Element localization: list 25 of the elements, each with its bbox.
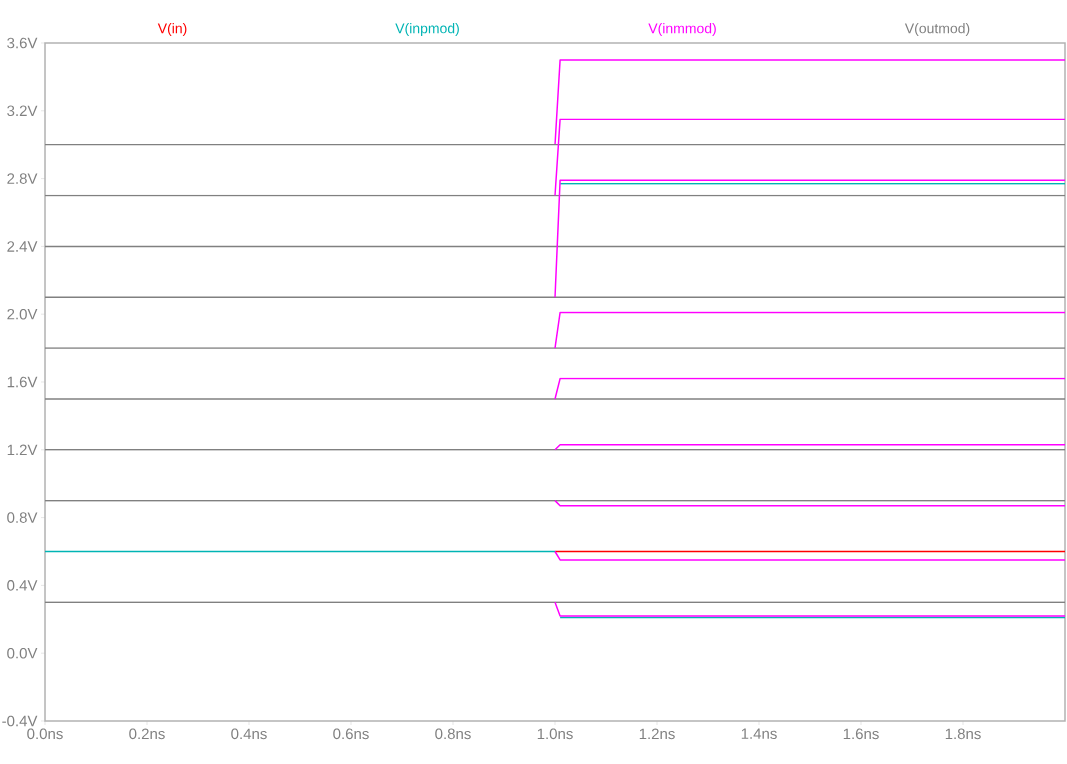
y-tick-label: 2.8V bbox=[7, 173, 38, 184]
x-tick-label: 0.2ns bbox=[129, 728, 165, 740]
y-tick-label: 1.6V bbox=[7, 376, 38, 388]
x-tick-label: 1.0ns bbox=[537, 728, 573, 740]
x-tick-label: 1.6ns bbox=[843, 728, 879, 740]
y-tick-label: 2.0V bbox=[7, 308, 38, 320]
series-label: V(inmmod) bbox=[648, 23, 716, 37]
x-tick-label: 0.6ns bbox=[333, 728, 369, 740]
y-tick-label: 3.6V bbox=[7, 37, 38, 49]
x-tick-label: 1.2ns bbox=[639, 728, 675, 740]
x-tick-label: 0.0ns bbox=[27, 728, 63, 740]
y-tick-label: 0.0V bbox=[7, 647, 38, 659]
text: V(in) bbox=[157, 23, 187, 37]
x-tick-label: 0.4ns bbox=[231, 728, 267, 740]
x-tick-label: 1.8ns bbox=[945, 728, 981, 740]
y-tick-label: 1.2V bbox=[7, 444, 38, 456]
y-tick-label: 2.4V bbox=[7, 241, 38, 252]
text: V(outmod) bbox=[904, 23, 970, 37]
y-tick-label: 3.2V bbox=[7, 105, 38, 117]
text: V(inpmod) bbox=[395, 23, 459, 37]
x-tick-label: 1.4ns bbox=[741, 728, 777, 739]
y-tick-label: 0.8V bbox=[7, 512, 38, 523]
y-tick-label: 0.4V bbox=[7, 580, 38, 591]
x-tick-label: 0.8ns bbox=[435, 728, 471, 740]
y-tick-label: -0.4V bbox=[2, 715, 38, 727]
